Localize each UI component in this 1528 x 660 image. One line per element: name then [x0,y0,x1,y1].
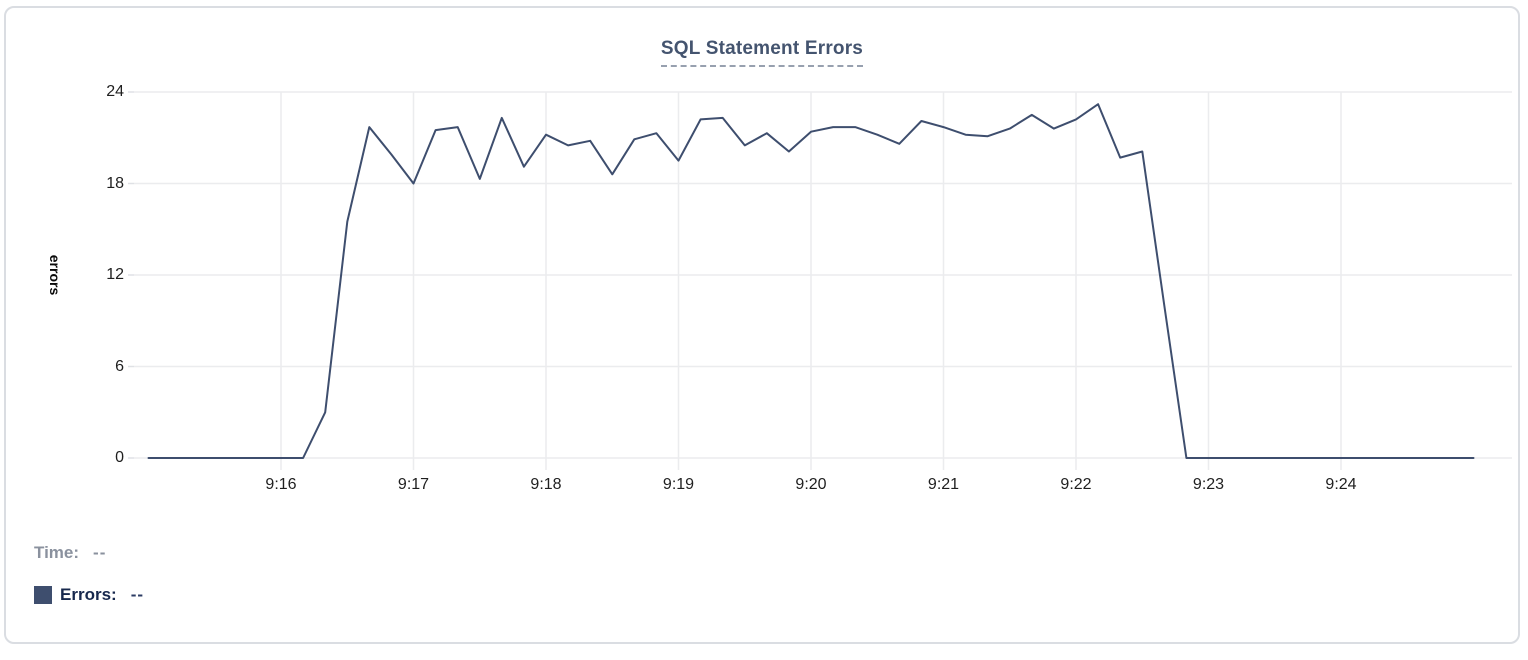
legend-errors-value: -- [130,585,145,604]
legend-row-errors: Errors: -- [34,584,144,606]
x-tick-label: 9:23 [1192,476,1225,493]
chart-legend: Time: -- Errors: -- [34,542,144,626]
errors-series-line [147,103,1475,459]
x-tick-label: 9:17 [397,476,430,493]
y-tick-label: 24 [106,83,124,100]
x-tick-label: 9:19 [662,476,695,493]
x-tick-label: 9:22 [1060,476,1092,493]
legend-row-time: Time: -- [34,542,144,564]
x-tick-label: 9:21 [927,476,960,493]
y-tick-label: 0 [115,449,124,466]
errors-series-swatch-icon [34,586,52,604]
legend-time-value: -- [93,543,107,562]
chart-header: SQL Statement Errors [6,38,1518,67]
legend-errors-label: Errors: [60,585,117,604]
x-tick-label: 9:24 [1325,476,1357,493]
x-tick-label: 9:16 [265,476,297,493]
legend-time-label: Time: [34,543,80,562]
y-tick-label: 6 [115,357,124,375]
y-tick-label: 18 [106,174,124,192]
y-tick-label: 12 [106,266,124,283]
x-tick-label: 9:20 [795,476,827,493]
line-chart-plot-area[interactable] [6,8,1528,660]
chart-title[interactable]: SQL Statement Errors [660,38,864,67]
x-tick-label: 9:18 [530,476,562,493]
chart-card: SQL Statement Errors errors 24 18 12 6 0 9:1… [4,6,1520,644]
